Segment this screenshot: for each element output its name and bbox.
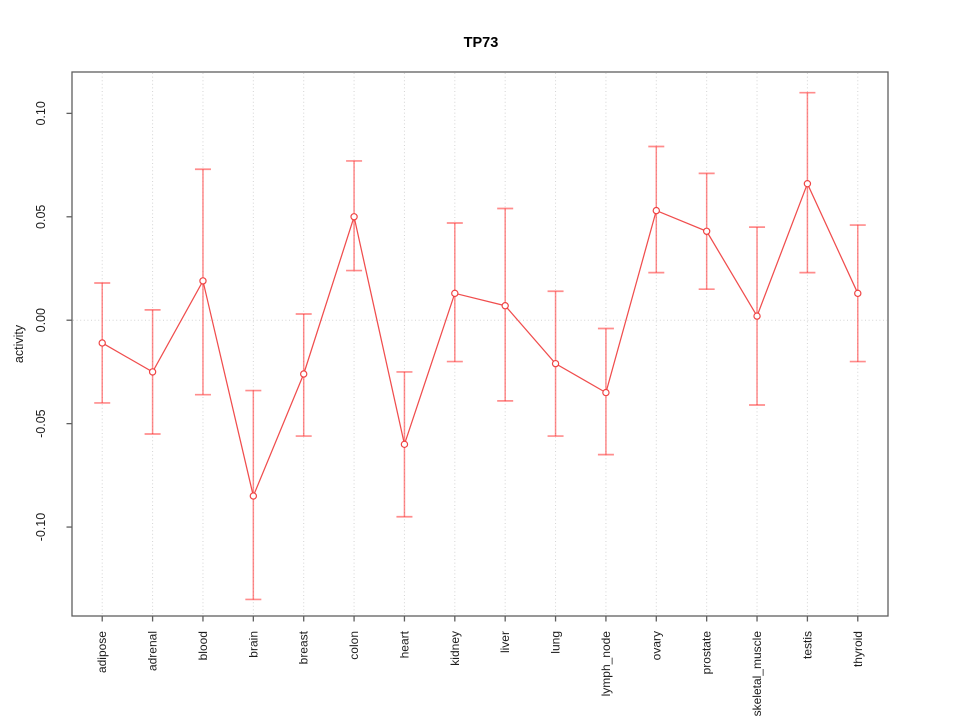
y-axis-label: activity [12,324,26,363]
x-tick-label-brain: brain [246,631,260,658]
x-tick-label-thyroid: thyroid [851,631,865,667]
data-point-lung [551,359,560,368]
x-tick-label-heart: heart [397,630,411,658]
x-tick-label-prostate: prostate [700,631,714,675]
data-point-kidney [451,289,459,298]
y-tick-label: -0.05 [34,409,48,438]
data-point-skeletal_muscle [753,312,761,320]
x-tick-label-colon: colon [347,631,361,660]
x-tick-label-lymph_node: lymph_node [599,631,613,697]
data-point-blood [199,277,207,285]
x-tick-label-liver: liver [498,631,512,653]
plot-area: -0.10 -0.05 0.00 0.05 0.10 adipose adrenal bloo… [34,71,889,717]
x-tick-label-adrenal: adrenal [146,631,160,671]
x-tick-label-lung: lung [549,631,563,654]
data-point-breast [300,370,308,378]
data-point-thyroid [854,289,862,298]
data-point-adipose [98,339,106,347]
data-point-prostate [702,227,711,235]
x-tick-label-skeletal_muscle: skeletal_muscle [750,631,764,717]
x-tick-label-breast: breast [297,630,311,664]
x-tick-label-ovary: ovary [649,631,663,660]
data-point-ovary [652,206,660,215]
data-point-colon [350,213,358,221]
data-point-heart [400,440,409,449]
data-point-liver [501,302,509,310]
x-tick-label-blood: blood [196,631,210,660]
y-tick-label: 0.05 [34,205,48,229]
plot-box [71,71,889,617]
y-tick-label: 0.10 [34,101,48,125]
y-tick-label: 0.00 [34,308,48,332]
data-point-adrenal [148,368,157,376]
series-line-activity [101,182,859,499]
chart-title: TP73 [464,35,499,51]
y-tick-label: -0.10 [34,513,48,542]
data-point-lymph_node [602,388,610,397]
x-tick-label-adipose: adipose [95,631,109,673]
x-tick-label-testis: testis [800,631,814,659]
data-point-brain [249,492,258,500]
x-tick-label-kidney: kidney [448,631,462,666]
data-point-testis [803,179,812,188]
